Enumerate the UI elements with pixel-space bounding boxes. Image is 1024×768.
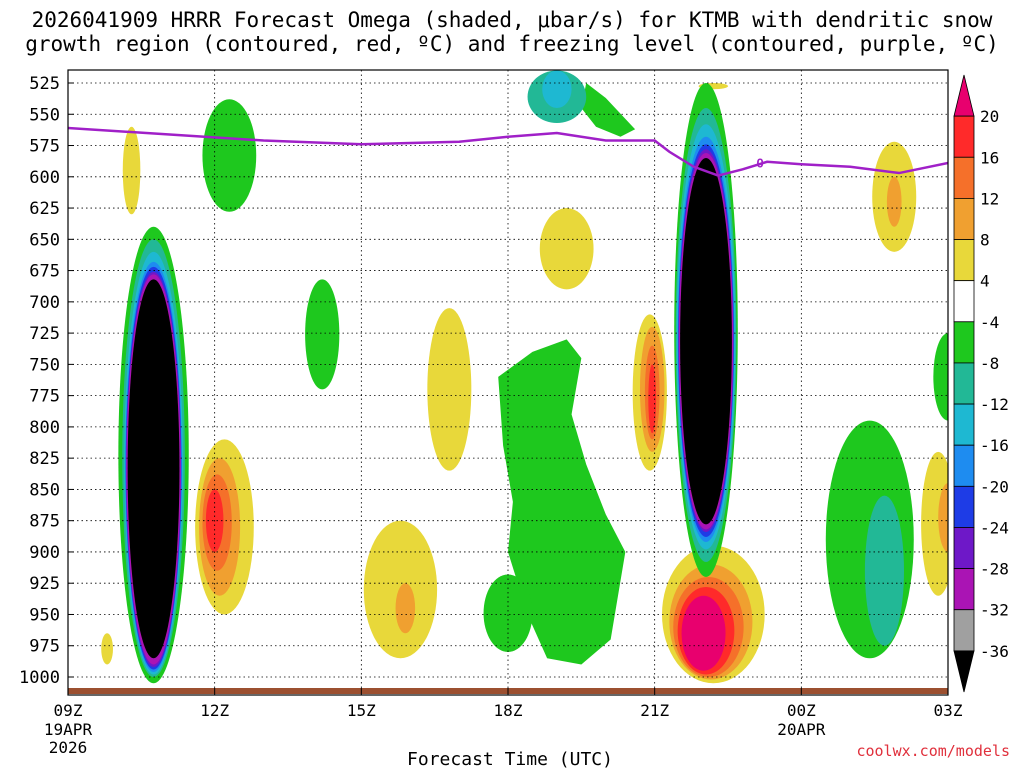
omega-weak-up-4 — [498, 339, 626, 665]
omega-updraft-1-core — [127, 279, 180, 659]
y-tick-label: 525 — [29, 74, 60, 94]
omega-weak-up-10 — [542, 70, 572, 109]
credit-text: coolwx.com/models — [856, 742, 1010, 760]
colorbar-swatch — [953, 403, 975, 446]
x-tick-date: 20APR — [777, 720, 826, 739]
omega-weak-down-2 — [539, 208, 594, 290]
chart-title-line-1: 2026041909 HRRR Forecast Omega (shaded, … — [31, 8, 993, 32]
omega-weak-down-9 — [938, 483, 948, 552]
y-tick-label: 775 — [29, 387, 60, 407]
y-tick-label: 1000 — [19, 668, 60, 688]
colorbar-tick-label: -16 — [980, 436, 1009, 455]
colorbar-swatch — [953, 239, 975, 282]
x-tick-label: 18Z — [494, 701, 523, 720]
colorbar-tick-label: -8 — [980, 354, 999, 373]
omega-weak-down-1 — [122, 126, 141, 215]
y-tick-label: 575 — [29, 137, 60, 157]
omega-weak-down-11 — [101, 633, 113, 665]
x-axis-label: Forecast Time (UTC) — [407, 749, 613, 768]
colorbar-tick-label: -12 — [980, 395, 1009, 414]
colorbar-tick-label: -32 — [980, 601, 1009, 620]
colorbar-swatch — [953, 362, 975, 405]
colorbar-swatch-bottom — [953, 650, 975, 693]
omega-down1-20 — [681, 595, 726, 671]
colorbar-tick-label: 20 — [980, 107, 999, 126]
y-tick-label: 925 — [29, 574, 60, 594]
colorbar-tick-label: 4 — [980, 272, 990, 291]
y-tick-label: 875 — [29, 512, 60, 532]
x-tick-label: 12Z — [200, 701, 229, 720]
pressure-axis: 525 550 575 600 625 650 675 700 725 750 775 800 825 8… — [19, 74, 74, 688]
y-tick-label: 825 — [29, 449, 60, 469]
y-tick-label: 600 — [29, 168, 60, 188]
chart-title-line-2: growth region (contoured, red, ºC) and f… — [25, 32, 999, 56]
y-tick-label: 950 — [29, 605, 60, 625]
colorbar-tick-label: -4 — [980, 313, 999, 332]
colorbar-tick-label: -28 — [980, 560, 1009, 579]
colorbar-swatch — [953, 568, 975, 611]
y-tick-label: 650 — [29, 230, 60, 250]
colorbar-swatch — [953, 156, 975, 199]
colorbar-swatch — [953, 115, 975, 158]
omega-shading — [101, 70, 948, 684]
colorbar-tick-label: 8 — [980, 231, 990, 250]
freezing-level-label: 0 — [756, 155, 763, 170]
omega-weak-down-5 — [395, 583, 416, 634]
x-tick-label: 00Z — [787, 701, 816, 720]
omega-weak-up-7 — [933, 333, 948, 421]
colorbar: 20 16 12 8 4 -4 -8 -12 -16 -20 -24 -28 -32 -36 — [953, 74, 1009, 693]
y-tick-label: 975 — [29, 637, 60, 657]
y-tick-label: 725 — [29, 324, 60, 344]
y-tick-label: 625 — [29, 199, 60, 219]
colorbar-tick-label: 16 — [980, 148, 999, 167]
colorbar-swatch — [953, 280, 975, 323]
y-tick-label: 750 — [29, 355, 60, 375]
x-tick-date: 19APR — [44, 720, 93, 739]
x-tick-year: 2026 — [49, 738, 88, 757]
colorbar-tick-label: -20 — [980, 477, 1009, 496]
y-tick-label: 550 — [29, 105, 60, 125]
colorbar-swatch — [953, 527, 975, 570]
colorbar-swatch-top — [953, 74, 975, 117]
omega-weak-up-2 — [202, 99, 257, 212]
colorbar-swatch — [953, 609, 975, 652]
colorbar-tick-label: 12 — [980, 189, 999, 208]
colorbar-tick-label: -36 — [980, 642, 1009, 661]
freezing-level-contour: 0 — [68, 126, 948, 177]
y-tick-label: 900 — [29, 543, 60, 563]
y-tick-label: 800 — [29, 418, 60, 438]
x-tick-label: 09Z — [54, 701, 83, 720]
colorbar-swatch — [953, 197, 975, 240]
x-tick-label: 21Z — [640, 701, 669, 720]
omega-down3-16 — [648, 364, 657, 434]
freezing-level-line — [68, 126, 948, 177]
omega-updraft-2-core — [680, 158, 732, 525]
omega-weak-up-3 — [305, 279, 340, 390]
x-tick-label: 03Z — [934, 701, 963, 720]
colorbar-swatch — [953, 485, 975, 528]
y-tick-label: 850 — [29, 480, 60, 500]
colorbar-tick-label: -24 — [980, 518, 1009, 537]
colorbar-swatch — [953, 444, 975, 487]
omega-weak-down-7 — [886, 176, 902, 227]
omega-weak-down-3 — [427, 308, 472, 471]
colorbar-swatch — [953, 321, 975, 364]
omega-weak-up-5 — [483, 574, 533, 652]
y-tick-label: 700 — [29, 293, 60, 313]
x-tick-label: 15Z — [347, 701, 376, 720]
y-tick-label: 675 — [29, 262, 60, 282]
omega-weak-down-8 — [921, 451, 948, 596]
omega-weak-up-8 — [864, 495, 904, 646]
omega-weak-up-1 — [581, 83, 636, 137]
